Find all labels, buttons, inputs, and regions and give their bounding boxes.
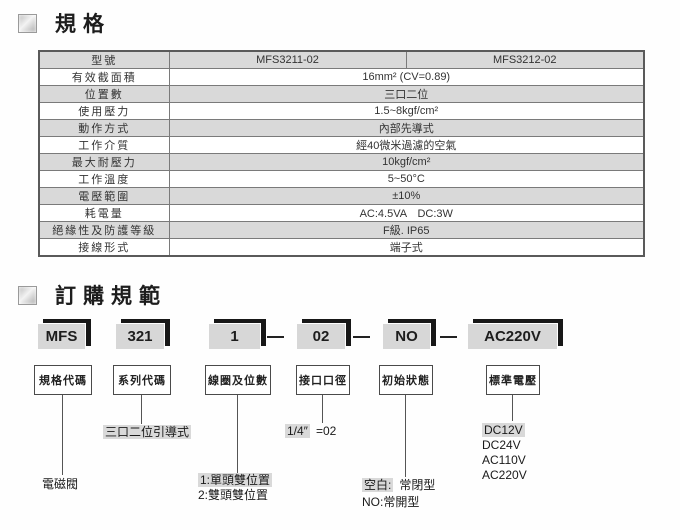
connector-line [405,395,406,477]
row-value: 5~50°C [168,170,645,188]
dash-connector [267,336,284,338]
order-label-coil: 線圈及位數 [205,365,271,395]
order-code-spec: MFS [38,319,91,349]
spec-table: 型號 MFS3211-02 MFS3212-02 有效截面積 16mm² (CV=… [38,50,645,257]
row-value: 三口二位 [168,85,645,103]
table-row: 絕緣性及防護等級 F級. IP65 [38,221,645,239]
order-section-header: 訂購規範 [18,280,167,310]
order-label-initial: 初始狀態 [379,365,433,395]
row-label: 位置數 [38,85,170,103]
order-label-voltage: 標準電壓 [486,365,540,395]
table-row: 動作方式 內部先導式 [38,119,645,137]
row-value: 經40微米過濾的空氣 [168,136,645,154]
coil-option-1: 1:單頭雙位置 [198,473,273,487]
desc-spec-code: 電磁閥 [42,477,79,491]
row-label: 接線形式 [38,238,170,257]
row-label: 工作溫度 [38,170,170,188]
connector-line [322,395,323,423]
row-label: 有效截面積 [38,68,170,86]
row-label: 絕緣性及防護等級 [38,221,170,239]
row-value: 16mm² (CV=0.89) [168,68,645,86]
initial-state-no: NO:常開型 [362,495,420,509]
voltage-option: DC12V [482,423,525,437]
row-value: 10kgf/cm² [168,153,645,171]
row-label: 電壓範圍 [38,187,170,205]
table-row: 接線形式 端子式 [38,238,645,257]
voltage-option: AC110V [482,453,526,467]
section-bullet-icon [18,13,37,33]
connector-line [141,395,142,424]
table-row: 工作介質 經40微米過濾的空氣 [38,136,645,154]
table-row: 有效截面積 16mm² (CV=0.89) [38,68,645,86]
connector-line [237,395,238,473]
desc-series-code-text: 三口二位引導式 [103,425,192,439]
order-code-series: 321 [116,319,170,349]
row-label: 工作介質 [38,136,170,154]
spec-section-header: 規格 [18,8,111,38]
table-row: 耗電量 AC:4.5VA DC:3W [38,204,645,222]
table-row: 最大耐壓力 10kgf/cm² [38,153,645,171]
order-code-initial: NO [383,319,436,349]
row-value: 端子式 [168,238,645,257]
desc-initial-state: 空白: 常閉型 NO:常開型 [362,478,435,510]
coil-option-2: 2:雙頭雙位置 [198,488,269,502]
model-cell-2: MFS3212-02 [405,50,645,69]
row-value: F級. IP65 [168,221,645,239]
table-row: 工作溫度 5~50°C [38,170,645,188]
connector-line [62,395,63,475]
model-cell-1: MFS3211-02 [168,50,407,69]
row-label: 型號 [38,50,170,69]
desc-series-code: 三口二位引導式 [103,425,192,440]
order-label-spec: 規格代碼 [34,365,92,395]
row-value: AC:4.5VA DC:3W [168,204,645,222]
voltage-option: DC24V [482,438,521,452]
row-label: 動作方式 [38,119,170,137]
table-row: 電壓範圍 ±10% [38,187,645,205]
table-row: 位置數 三口二位 [38,85,645,103]
spec-section-title: 規格 [55,13,111,36]
row-label: 使用壓力 [38,102,170,120]
dash-connector [353,336,370,338]
row-value: ±10% [168,187,645,205]
order-label-port: 接口口徑 [296,365,350,395]
row-label: 最大耐壓力 [38,153,170,171]
order-label-series: 系列代碼 [113,365,171,395]
initial-state-blank-desc: 常閉型 [399,478,436,492]
row-label: 耗電量 [38,204,170,222]
voltage-option: AC220V [482,468,527,482]
order-code-voltage: AC220V [468,319,563,349]
order-code-coil: 1 [209,319,266,349]
port-size-eq: =02 [315,424,337,438]
dash-connector [440,336,457,338]
connector-line [512,395,513,421]
desc-port-size: 1/4″ =02 [285,424,336,439]
port-size-code: 1/4″ [285,424,310,438]
initial-state-blank: 空白: [362,478,394,492]
order-code-port: 02 [297,319,351,349]
order-section-title: 訂購規範 [55,285,167,308]
table-row: 使用壓力 1.5~8kgf/cm² [38,102,645,120]
row-value: 1.5~8kgf/cm² [168,102,645,120]
desc-coil-positions: 1:單頭雙位置 2:雙頭雙位置 [198,473,273,503]
section-bullet-icon [18,285,37,305]
table-row-model: 型號 MFS3211-02 MFS3212-02 [38,50,645,69]
row-value: 內部先導式 [168,119,645,137]
desc-voltages: DC12V DC24V AC110V AC220V [482,423,527,483]
